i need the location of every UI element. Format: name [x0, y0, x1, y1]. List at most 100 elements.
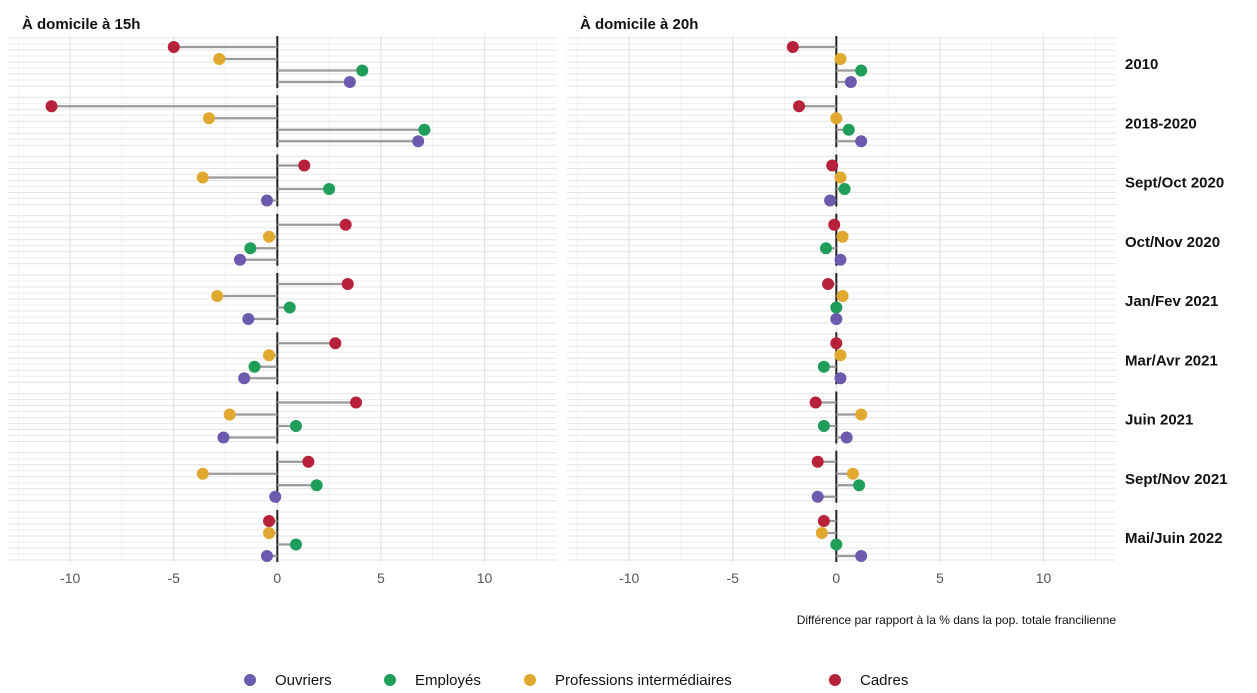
- data-point-ouvriers: [855, 135, 868, 148]
- data-point-ouvriers: [260, 550, 273, 562]
- data-point-employ-s: [283, 301, 296, 314]
- legend-label: Employés: [415, 672, 481, 689]
- data-point-employ-s: [248, 360, 261, 373]
- row-2018-2020: [8, 95, 557, 148]
- data-point-employ-s: [289, 420, 302, 432]
- legend-item: Professions intermédiaires: [524, 672, 732, 689]
- data-point-cadres: [45, 100, 58, 113]
- data-point-professions-interm-diaires: [213, 53, 226, 65]
- legend-label: Cadres: [860, 672, 908, 689]
- data-point-employ-s: [842, 123, 855, 136]
- data-point-professions-interm-diaires: [263, 230, 276, 243]
- panel-1: À domicile à 15h -10 -5 0 5 10: [8, 16, 557, 586]
- data-point-ouvriers: [343, 76, 356, 88]
- row-Mai/Juin 2022: [8, 510, 557, 562]
- data-point-employ-s: [830, 538, 843, 551]
- data-point-professions-interm-diaires: [834, 349, 847, 362]
- data-point-ouvriers: [811, 490, 824, 503]
- x-tick-label: 5: [936, 570, 944, 586]
- legend-swatch: [244, 674, 256, 686]
- data-point-employ-s: [289, 538, 302, 551]
- row-label: Jan/Fev 2021: [1125, 293, 1218, 310]
- data-point-ouvriers: [242, 313, 255, 325]
- data-point-employ-s: [838, 183, 851, 195]
- data-point-cadres: [339, 218, 352, 231]
- row-label: Sept/Nov 2021: [1125, 471, 1228, 488]
- row-Jan/Fev 2021: [8, 273, 557, 325]
- data-point-cadres: [817, 515, 830, 527]
- data-point-ouvriers: [844, 76, 857, 88]
- legend-item: Employés: [384, 672, 481, 689]
- row-label: Oct/Nov 2020: [1125, 234, 1220, 251]
- data-point-ouvriers: [830, 313, 843, 325]
- data-point-cadres: [329, 337, 342, 350]
- x-tick-label: 10: [1036, 570, 1052, 586]
- data-point-professions-interm-diaires: [196, 467, 209, 480]
- data-point-professions-interm-diaires: [846, 467, 859, 480]
- row-Juin 2021: [567, 391, 1116, 444]
- data-point-professions-interm-diaires: [815, 527, 828, 539]
- data-point-professions-interm-diaires: [211, 290, 224, 302]
- data-point-ouvriers: [412, 135, 425, 148]
- data-point-cadres: [822, 278, 835, 290]
- data-point-professions-interm-diaires: [834, 53, 847, 65]
- data-point-ouvriers: [260, 194, 273, 207]
- data-point-employ-s: [855, 64, 868, 77]
- x-tick-label: -10: [619, 570, 639, 586]
- data-point-professions-interm-diaires: [830, 112, 843, 125]
- data-point-employ-s: [323, 183, 336, 195]
- row-Oct/Nov 2020: [567, 213, 1116, 266]
- data-point-employ-s: [310, 479, 323, 492]
- data-point-cadres: [350, 396, 363, 409]
- row-2010: [8, 36, 557, 88]
- x-tick-label: 0: [273, 570, 281, 586]
- data-point-professions-interm-diaires: [202, 112, 215, 125]
- data-point-cadres: [811, 455, 824, 468]
- row-Mai/Juin 2022: [567, 510, 1116, 562]
- data-point-professions-interm-diaires: [263, 349, 276, 362]
- data-point-professions-interm-diaires: [263, 527, 276, 539]
- data-point-employ-s: [853, 479, 866, 492]
- data-point-ouvriers: [824, 194, 837, 207]
- data-point-employ-s: [819, 242, 832, 255]
- legend-label: Professions intermédiaires: [555, 672, 732, 689]
- row-label: 2018-2020: [1125, 115, 1197, 132]
- row-Juin 2021: [8, 391, 557, 444]
- data-point-ouvriers: [217, 431, 230, 444]
- row-Sept/Oct 2020: [8, 154, 557, 207]
- legend-swatch: [829, 674, 841, 686]
- data-point-cadres: [828, 218, 841, 231]
- row-Sept/Nov 2021: [8, 450, 557, 503]
- row-Jan/Fev 2021: [567, 273, 1116, 325]
- data-point-employ-s: [817, 360, 830, 373]
- row-Mar/Avr 2021: [567, 332, 1116, 385]
- data-point-employ-s: [817, 420, 830, 432]
- legend-item: Ouvriers: [244, 672, 332, 689]
- legend-swatch: [384, 674, 396, 686]
- chart-panels: À domicile à 15h-10 -5 0 5 10À domicile à 20…: [8, 16, 1228, 586]
- row-2010: [567, 36, 1116, 88]
- data-point-ouvriers: [234, 253, 247, 266]
- data-point-ouvriers: [855, 550, 868, 562]
- panel-2: À domicile à 20h 2010 2018-2020 Sept/Oct 20…: [567, 16, 1228, 586]
- panel-title: À domicile à 15h: [22, 16, 140, 33]
- data-point-cadres: [167, 41, 180, 53]
- data-point-professions-interm-diaires: [836, 230, 849, 243]
- x-tick-label: -10: [60, 570, 80, 586]
- legend: Ouvriers Employés Professions intermédiair…: [244, 672, 908, 689]
- data-point-professions-interm-diaires: [836, 290, 849, 302]
- row-label: Juin 2021: [1125, 412, 1193, 429]
- x-tick-label: 10: [477, 570, 493, 586]
- data-point-professions-interm-diaires: [855, 408, 868, 421]
- legend-label: Ouvriers: [275, 672, 332, 689]
- row-Oct/Nov 2020: [8, 213, 557, 266]
- x-tick-label: 0: [832, 570, 840, 586]
- row-label: Mar/Avr 2021: [1125, 352, 1218, 369]
- data-point-professions-interm-diaires: [223, 408, 236, 421]
- data-point-cadres: [809, 396, 822, 409]
- row-label: Sept/Oct 2020: [1125, 175, 1224, 192]
- data-point-cadres: [302, 455, 315, 468]
- data-point-ouvriers: [238, 372, 251, 385]
- data-point-professions-interm-diaires: [196, 171, 209, 184]
